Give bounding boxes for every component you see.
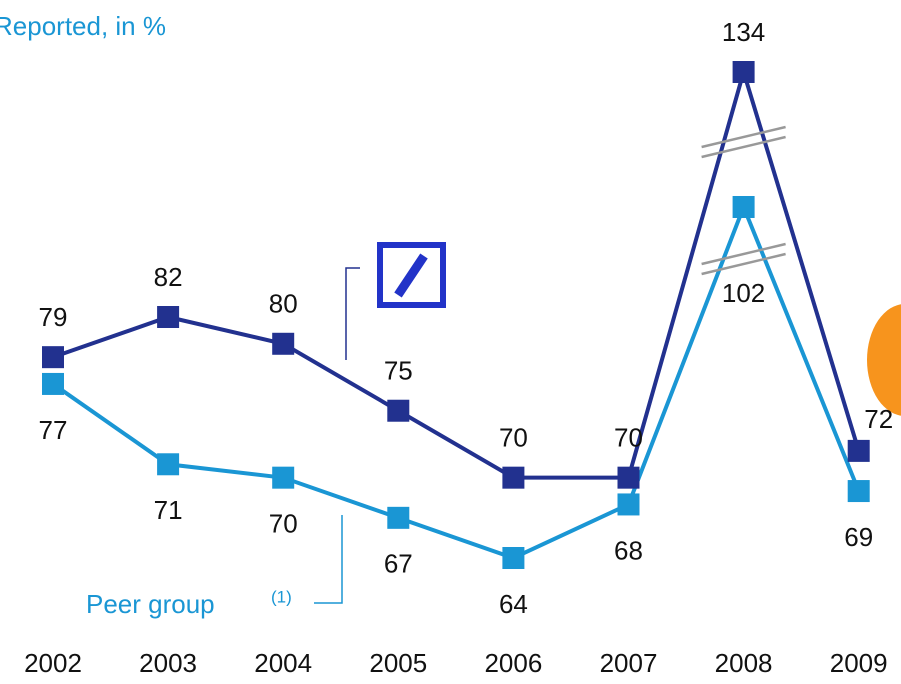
x-tick-label: 2003 — [139, 648, 197, 678]
decoration — [867, 304, 901, 416]
x-tick-label: 2008 — [715, 648, 773, 678]
axis-break — [701, 242, 786, 266]
marker — [387, 506, 410, 529]
marker — [387, 399, 410, 422]
data-label: 70 — [499, 423, 528, 453]
chart-title: Reported, in % — [0, 11, 166, 41]
data-label: 102 — [722, 278, 765, 308]
axis-break — [701, 135, 786, 159]
data-label: 64 — [499, 589, 528, 619]
data-label: 72 — [864, 404, 893, 434]
data-label: 77 — [39, 415, 68, 445]
legend-bracket — [314, 515, 343, 604]
marker — [157, 453, 180, 476]
x-tick-label: 2002 — [24, 648, 82, 678]
data-label: 134 — [722, 17, 765, 47]
marker — [157, 306, 180, 328]
marker — [847, 480, 870, 503]
marker — [502, 547, 525, 569]
data-label: 75 — [384, 356, 413, 386]
marker — [272, 466, 295, 489]
x-tick-label: 2005 — [369, 648, 427, 678]
axis-break — [701, 125, 786, 149]
data-label: 69 — [844, 522, 873, 552]
x-tick-label: 2009 — [830, 648, 888, 678]
marker — [502, 466, 525, 489]
data-label: 71 — [154, 495, 183, 525]
marker — [617, 493, 640, 516]
x-tick-label: 2006 — [484, 648, 542, 678]
marker — [732, 61, 755, 83]
legend-label: Peer group — [86, 589, 215, 619]
marker — [732, 196, 755, 218]
series-line — [51, 201, 861, 561]
data-label: 70 — [269, 509, 298, 539]
data-label: 82 — [154, 262, 183, 292]
marker — [42, 372, 64, 395]
data-label: 79 — [39, 302, 68, 332]
axis-break — [701, 252, 786, 276]
marker — [272, 332, 295, 355]
data-label: 80 — [269, 289, 298, 319]
data-label: 70 — [614, 423, 643, 453]
data-label: 67 — [384, 549, 413, 579]
logo-slash — [394, 253, 428, 298]
series-line — [52, 64, 861, 480]
marker — [847, 439, 870, 462]
x-tick-label: 2004 — [254, 648, 312, 678]
legend-bracket — [345, 267, 360, 360]
data-label: 68 — [614, 535, 643, 565]
legend-note: (1) — [271, 587, 292, 606]
x-tick-label: 2007 — [600, 648, 658, 678]
marker — [42, 346, 64, 369]
logo — [377, 242, 446, 308]
marker — [617, 466, 640, 489]
